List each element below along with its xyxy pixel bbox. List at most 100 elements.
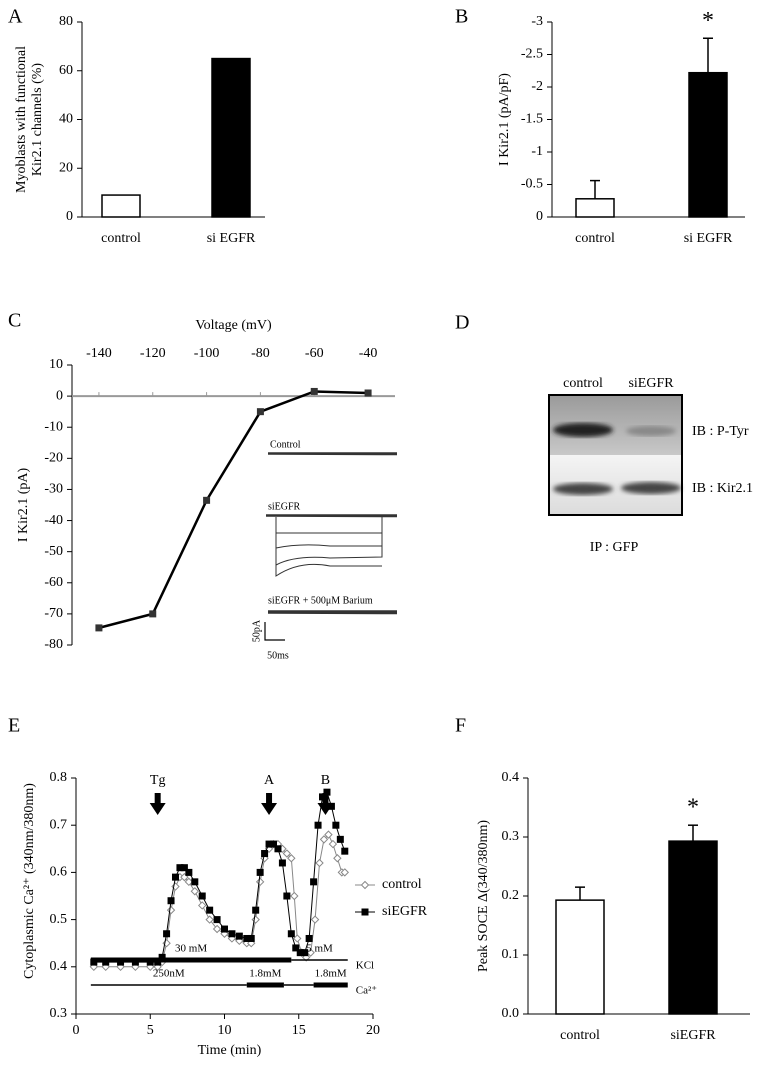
marker: [252, 906, 260, 914]
y-tick-label: 0.0: [502, 1006, 520, 1021]
marker: [310, 387, 318, 395]
y-tick-label: -2.5: [521, 47, 543, 62]
marker: [235, 932, 243, 940]
y-tick-label: 0.7: [50, 817, 68, 832]
x-tick-label: 10: [218, 1023, 232, 1038]
marker: [278, 859, 286, 867]
marker: [184, 877, 194, 887]
marker: [221, 925, 228, 933]
marker: [185, 868, 193, 876]
panel-letter: D: [455, 312, 469, 334]
protocol-label: 250nM: [153, 968, 185, 980]
marker: [256, 868, 264, 876]
bar: [668, 840, 718, 1015]
marker: [324, 830, 333, 839]
inset-label: siEGFR: [268, 501, 301, 512]
x-tick-label: si EGFR: [207, 231, 256, 246]
marker: [287, 930, 295, 938]
trace: [265, 514, 398, 518]
blot-frame: [548, 394, 683, 516]
series-line: [98, 390, 369, 630]
marker: [287, 854, 296, 863]
marker: [212, 924, 222, 934]
y-axis-title: Cytoplasmic Ca²⁺ (340nm/380nm): [22, 783, 37, 979]
x-axis-title: Time (min): [198, 1043, 262, 1058]
marker: [296, 949, 304, 957]
arrow-label: A: [264, 773, 275, 788]
scale-bar: [264, 622, 285, 641]
marker: [256, 408, 264, 416]
marker: [310, 915, 320, 924]
marker: [149, 610, 157, 618]
y-tick-label: -10: [44, 419, 63, 434]
marker: [243, 934, 251, 942]
trace: [275, 517, 383, 549]
arrow: [317, 793, 334, 815]
inset-label: siEGFR + 500μM Barium: [268, 595, 373, 606]
arrow-label: Tg: [150, 773, 166, 788]
marker: [198, 892, 206, 900]
blot-band: [626, 426, 676, 436]
panel-letter: E: [8, 715, 20, 737]
y-tick-label: -70: [44, 606, 63, 621]
marker: [332, 821, 340, 829]
y-tick-label: -3: [531, 14, 543, 29]
x-tick-label: siEGFR: [670, 1028, 716, 1043]
x-tick-label: -120: [140, 346, 166, 361]
y-tick-label: 0: [66, 209, 73, 224]
series-line: [93, 833, 345, 968]
x-tick-label: si EGFR: [684, 231, 733, 246]
y-axis-title: I Kir2.1 (pA): [16, 468, 31, 543]
x-tick-label: -100: [194, 346, 220, 361]
row-label: IB : P-Tyr: [692, 424, 749, 439]
x-tick-label: -140: [86, 346, 112, 361]
marker: [191, 878, 199, 886]
y-tick-label: 0.4: [502, 770, 520, 785]
y-tick-label: 0: [536, 209, 543, 224]
arrow: [261, 793, 278, 815]
marker: [206, 906, 214, 914]
marker: [265, 840, 273, 848]
trace: [267, 452, 398, 456]
significance: *: [687, 795, 699, 821]
marker: [270, 840, 278, 848]
x-tick-label: -40: [359, 346, 378, 361]
row-label: IB : Kir2.1: [692, 481, 753, 496]
marker: [305, 934, 313, 942]
scale-label: 50pA: [251, 619, 262, 642]
marker: [205, 915, 214, 924]
panel-letter: F: [455, 715, 466, 737]
bar: [688, 71, 728, 218]
y-tick-label: -80: [44, 637, 63, 652]
y-tick-label: 10: [49, 357, 63, 372]
marker: [158, 953, 166, 961]
trace: [267, 610, 398, 615]
marker: [283, 892, 291, 900]
y-tick-label: -2: [531, 79, 543, 94]
y-tick-label: -1: [531, 144, 543, 159]
bar: [101, 194, 141, 218]
marker: [333, 854, 342, 863]
x-tick-label: control: [560, 1028, 600, 1043]
protocol-label: 30 mM: [175, 943, 207, 955]
significance: *: [702, 8, 714, 34]
marker: [327, 802, 335, 810]
y-tick-label: 60: [59, 63, 73, 78]
protocol-label: 1.8mM: [249, 968, 281, 980]
x-tick-label: 15: [292, 1023, 306, 1038]
x-tick-label: control: [575, 231, 615, 246]
bar: [211, 57, 251, 218]
marker: [301, 949, 309, 957]
y-tick-label: -50: [44, 544, 63, 559]
x-tick-label: 20: [366, 1023, 380, 1038]
blot-footer: IP : GFP: [590, 540, 639, 555]
blot-panel: D control siEGFR IB : P-Tyr IB : Kir2.1 …: [455, 312, 753, 556]
bar: [575, 198, 615, 218]
lane-label: siEGFR: [628, 376, 674, 391]
marker: [319, 835, 329, 844]
y-tick-label: -0.5: [521, 177, 543, 192]
marker: [293, 934, 302, 943]
legend-marker: [361, 908, 369, 916]
y-axis-title: Peak SOCE Δ(340/380nm): [476, 820, 491, 972]
marker: [341, 847, 349, 855]
